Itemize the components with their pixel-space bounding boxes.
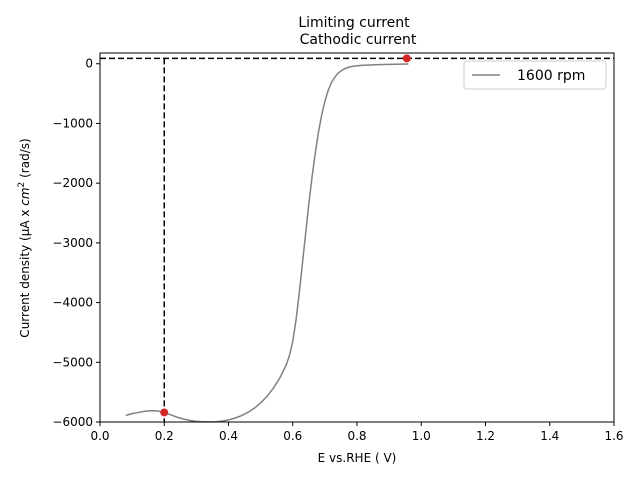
x-tick-label: 0.4 (219, 429, 238, 443)
x-tick-label: 1.2 (476, 429, 495, 443)
x-tick-label: 0.2 (155, 429, 174, 443)
y-tick-label: −4000 (52, 296, 93, 310)
y-tick-label: −2000 (52, 176, 93, 190)
legend: 1600 rpm (463, 60, 607, 90)
marker-point-1 (160, 408, 169, 417)
x-tick-label: 1.0 (412, 429, 431, 443)
legend-box (463, 60, 607, 90)
series-layer (125, 63, 409, 423)
y-tick-label: −6000 (52, 415, 93, 429)
y-axis-label: Current density (μA x cm2 (rad/s) (17, 138, 32, 337)
chart-subtitle: Cathodic current (300, 32, 417, 48)
y-axis-label-sup: 2 (17, 182, 27, 188)
x-tick-label: 0.6 (283, 429, 302, 443)
x-axis-label: E vs.RHE ( V) (318, 451, 397, 465)
series-line-1600-rpm (125, 63, 409, 423)
marker-layer (160, 54, 411, 417)
plot-area (100, 53, 614, 422)
axis-layer: 0.0 0.2 0.4 0.6 0.8 1.0 1.2 1.4 1.6 0 −1000 −2000 −3… (52, 52, 624, 443)
x-tick-label: 0.8 (347, 429, 366, 443)
y-axis-label-unit: cm (18, 187, 32, 205)
x-tick-label: 1.4 (540, 429, 559, 443)
plot-background (100, 53, 614, 422)
legend-label-1600-rpm: 1600 rpm (517, 68, 585, 84)
y-axis-label-suffix: (rad/s) (18, 138, 32, 181)
chart-title: Limiting current (298, 15, 410, 31)
y-tick-label: −5000 (52, 355, 93, 369)
y-tick-label: −3000 (52, 236, 93, 250)
y-axis-label-prefix: Current density (μA x (18, 206, 32, 338)
marker-point-2 (402, 54, 411, 63)
annotation-layer (100, 57, 614, 422)
x-tick-label: 1.6 (604, 429, 623, 443)
y-tick-label: 0 (85, 57, 93, 71)
y-tick-label: −1000 (52, 116, 93, 130)
x-tick-label: 0.0 (90, 429, 109, 443)
